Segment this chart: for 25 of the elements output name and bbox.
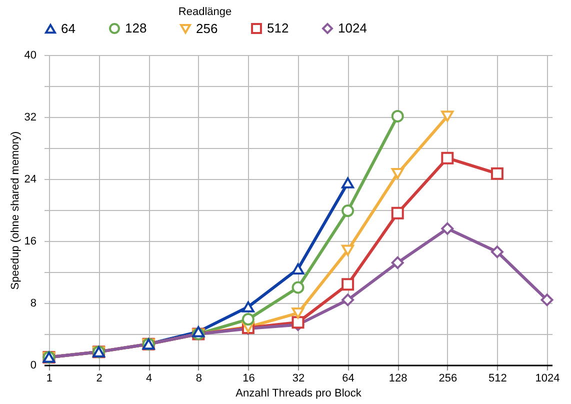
x-tick-label: 1 [46, 372, 53, 384]
x-tick-label: 512 [488, 372, 507, 384]
y-tick-label: 16 [24, 236, 36, 248]
y-tick-label: 32 [24, 112, 36, 124]
x-tick-label: 256 [438, 372, 458, 384]
x-tick-label: 1024 [535, 372, 560, 384]
legend-label: 1024 [338, 20, 367, 36]
legend-label: 256 [196, 20, 218, 36]
y-axis-title: Speedup (ohne shared memory) [9, 131, 22, 290]
x-tick-label: 2 [96, 372, 102, 384]
legend-label: 512 [267, 20, 289, 36]
legend-label: 64 [61, 20, 76, 36]
legend-title: Readlänge [178, 6, 232, 18]
x-tick-label: 64 [342, 372, 354, 384]
y-tick-label: 8 [30, 298, 36, 310]
y-tick-label: 24 [24, 174, 36, 186]
x-tick-label: 8 [196, 372, 202, 384]
x-axis-title: Anzahl Threads pro Block [236, 388, 362, 400]
y-tick-label: 40 [24, 50, 36, 62]
x-tick-label: 128 [388, 372, 408, 384]
x-tick-label: 32 [292, 372, 305, 384]
y-tick-label: 0 [30, 360, 36, 372]
x-tick-label: 16 [242, 372, 255, 384]
legend-label: 128 [125, 20, 147, 36]
x-tick-label: 4 [146, 372, 152, 384]
